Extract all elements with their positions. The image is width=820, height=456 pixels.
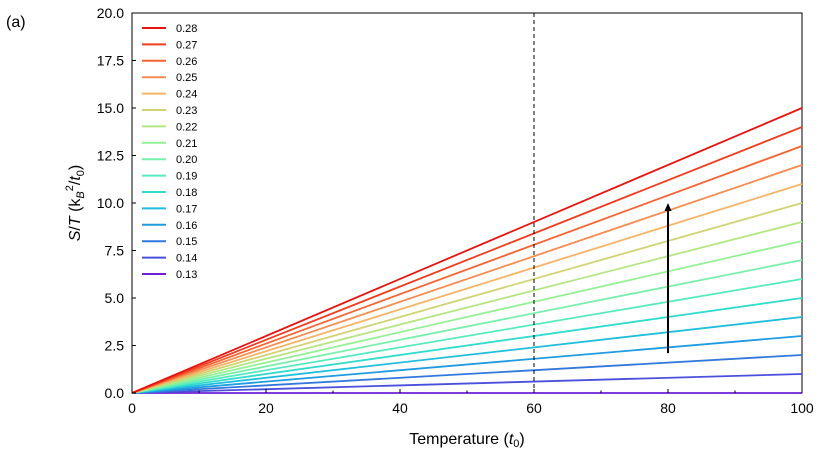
y-tick-label: 17.5 [97, 53, 124, 69]
legend-label: 0.15 [176, 236, 197, 248]
series-line-0.25 [131, 164, 803, 394]
y-tick-label: 20.0 [97, 5, 124, 21]
series-line-0.28 [131, 107, 803, 394]
legend-label: 0.27 [176, 39, 197, 51]
series-line-0.14 [131, 373, 803, 394]
series-line-0.16 [131, 335, 803, 394]
legend-label: 0.13 [176, 269, 197, 281]
y-tick-label: 15.0 [97, 100, 124, 116]
legend-label: 0.28 [176, 23, 197, 35]
y-tick-label: 2.5 [105, 338, 125, 354]
legend-label: 0.20 [176, 154, 197, 166]
series-line-0.20 [131, 259, 803, 394]
arrow-layer [664, 203, 672, 354]
y-axis-label: S/T (kB2/t0) [64, 165, 87, 242]
x-tick-label: 100 [790, 400, 814, 416]
panel-label: (a) [6, 14, 26, 31]
legend-label: 0.17 [176, 203, 197, 215]
axis-labels: Temperature (t0) S/T (kB2/t0) [64, 165, 525, 450]
series-line-0.21 [131, 240, 803, 394]
legend-label: 0.26 [176, 56, 197, 68]
x-tick-label: 20 [258, 400, 274, 416]
series-line-0.26 [131, 145, 803, 394]
series-line-0.24 [131, 183, 803, 394]
series-line-0.22 [131, 221, 803, 394]
legend-label: 0.23 [176, 105, 197, 117]
x-tick-label: 60 [526, 400, 542, 416]
legend-label: 0.14 [176, 253, 197, 265]
legend-label: 0.21 [176, 138, 197, 150]
legend-label: 0.24 [176, 89, 197, 101]
y-tick-label: 10.0 [97, 195, 124, 211]
series-layer [131, 107, 803, 394]
x-tick-label: 40 [392, 400, 408, 416]
series-line-0.15 [131, 354, 803, 394]
series-line-0.19 [131, 278, 803, 394]
series-line-0.17 [131, 316, 803, 394]
legend-label: 0.19 [176, 171, 197, 183]
axes-layer: 0 20 40 60 80 100 0.0 2.5 5.0 7.5 10.0 12.5 15.0 17.5… [97, 5, 814, 416]
x-axis-label: Temperature (t0) [409, 431, 525, 450]
y-tick-label: 7.5 [105, 243, 125, 259]
y-tick-label: 5.0 [105, 290, 125, 306]
arrow-head [664, 203, 672, 211]
y-tick-label: 12.5 [97, 148, 124, 164]
legend-label: 0.25 [176, 72, 197, 84]
y-tick-label: 0.0 [105, 385, 125, 401]
legend-label: 0.16 [176, 220, 197, 232]
series-line-0.18 [131, 297, 803, 394]
legend-label: 0.22 [176, 121, 197, 133]
x-tick-label: 0 [128, 400, 136, 416]
series-line-0.23 [131, 202, 803, 394]
legend: 0.28 0.27 0.26 0.25 0.24 0.23 0.22 0.21 0.20 0.19… [142, 23, 197, 281]
x-tick-label: 80 [660, 400, 676, 416]
legend-label: 0.18 [176, 187, 197, 199]
series-line-0.27 [131, 126, 803, 394]
